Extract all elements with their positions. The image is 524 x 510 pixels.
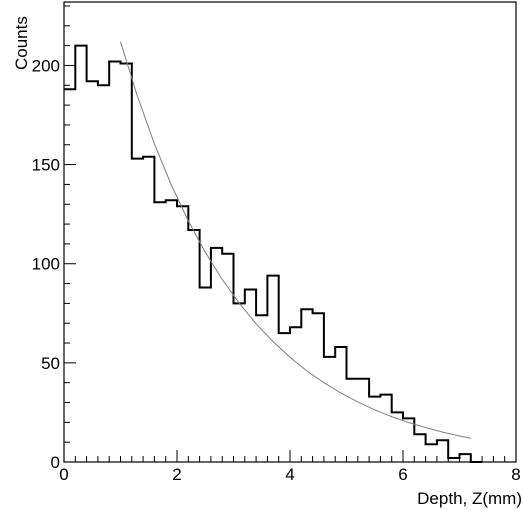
x-tick-label: 2 bbox=[172, 465, 181, 484]
y-axis-title: Counts bbox=[12, 16, 31, 70]
y-tick-label: 0 bbox=[51, 453, 60, 472]
y-axis: 0 50 100 150 200 bbox=[32, 5, 76, 472]
x-tick-label: 8 bbox=[511, 465, 520, 484]
y-tick-label: 50 bbox=[41, 354, 60, 373]
x-tick-label: 4 bbox=[285, 465, 294, 484]
histogram-series bbox=[64, 44, 483, 463]
x-tick-label: 6 bbox=[398, 465, 407, 484]
y-tick-label: 100 bbox=[32, 255, 60, 274]
y-tick-label: 150 bbox=[32, 156, 60, 175]
fit-curve bbox=[120, 41, 471, 439]
y-tick-label: 200 bbox=[32, 56, 60, 75]
plot-frame bbox=[63, 1, 517, 463]
x-tick-label: 0 bbox=[59, 465, 68, 484]
x-axis-title: Depth, Z(mm) bbox=[417, 489, 522, 508]
